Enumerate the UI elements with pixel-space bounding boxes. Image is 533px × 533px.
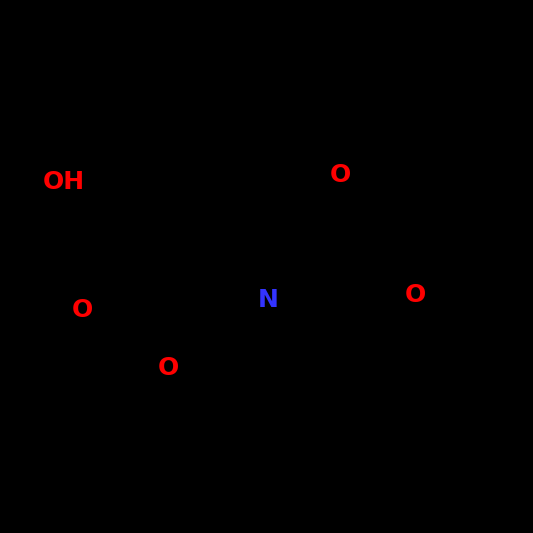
Text: N: N <box>257 288 278 312</box>
Text: O: O <box>329 163 351 187</box>
Text: O: O <box>157 356 179 380</box>
Text: O: O <box>71 298 93 322</box>
Text: OH: OH <box>43 170 85 194</box>
Text: O: O <box>405 283 426 307</box>
